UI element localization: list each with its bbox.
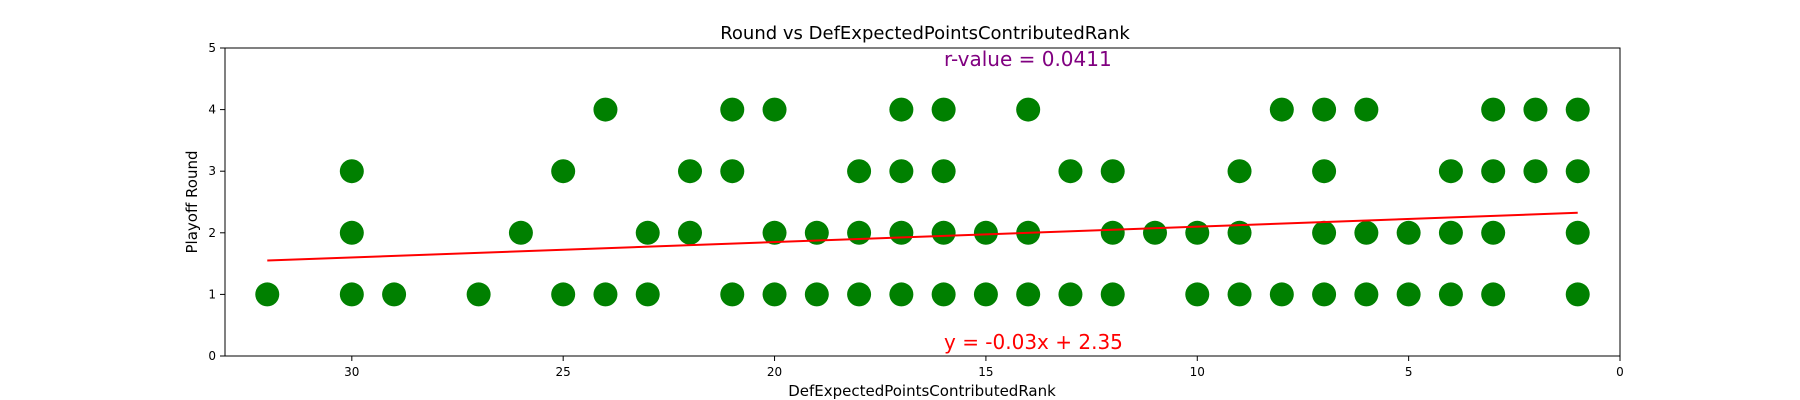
- data-point: [1481, 159, 1506, 184]
- data-point: [931, 97, 956, 122]
- data-point: [1143, 220, 1167, 245]
- data-point: [1565, 159, 1590, 184]
- data-point: [1565, 220, 1590, 245]
- data-point: [1016, 97, 1041, 122]
- x-tick-label: 10: [1190, 365, 1205, 379]
- data-point: [762, 282, 787, 307]
- x-tick-label: 30: [344, 365, 359, 379]
- data-point: [339, 159, 364, 184]
- chart-title: Round vs DefExpectedPointsContributedRan…: [720, 23, 1130, 44]
- x-axis-label: DefExpectedPointsContributedRank: [788, 382, 1056, 400]
- regression-line: [267, 211, 1578, 262]
- data-point: [931, 220, 956, 245]
- data-point: [720, 282, 745, 307]
- data-point: [551, 282, 576, 307]
- data-point: [1312, 282, 1337, 307]
- data-point: [1058, 282, 1083, 307]
- data-point: [762, 97, 787, 122]
- data-point: [1481, 97, 1506, 122]
- data-point: [1396, 220, 1421, 245]
- regression-layer: [267, 211, 1578, 262]
- data-point: [508, 220, 533, 245]
- y-tick-label: 3: [208, 164, 216, 178]
- data-point: [931, 282, 956, 307]
- data-point: [889, 282, 914, 307]
- data-point: [1523, 97, 1548, 122]
- data-point: [847, 282, 872, 307]
- data-point: [1269, 282, 1294, 307]
- y-tick-label: 4: [208, 103, 216, 117]
- plot-area: [225, 48, 1620, 356]
- data-point: [1100, 159, 1125, 184]
- data-point: [847, 159, 872, 184]
- data-point: [1269, 97, 1294, 122]
- data-point: [1100, 282, 1125, 307]
- data-point: [1058, 159, 1083, 184]
- data-point: [1354, 97, 1379, 122]
- data-point: [1481, 282, 1506, 307]
- data-point: [720, 159, 745, 184]
- data-point: [593, 97, 618, 122]
- data-point: [1354, 220, 1379, 245]
- points-layer: [255, 97, 1590, 307]
- data-point: [804, 220, 829, 245]
- x-tick-label: 20: [767, 365, 782, 379]
- data-point: [1227, 220, 1252, 245]
- y-axis-label: Playoff Round: [183, 150, 201, 253]
- x-axis: 30 25 20 15 10 5 0: [344, 356, 1624, 379]
- data-point: [1312, 220, 1337, 245]
- data-point: [889, 159, 914, 184]
- data-point: [339, 220, 364, 245]
- y-tick-label: 0: [208, 349, 216, 363]
- data-point: [551, 159, 576, 184]
- data-point: [889, 220, 914, 245]
- data-point: [973, 282, 998, 307]
- data-point: [466, 282, 491, 307]
- data-point: [1312, 97, 1337, 122]
- data-point: [593, 282, 618, 307]
- y-tick-label: 1: [208, 287, 216, 301]
- x-tick-label: 15: [978, 365, 993, 379]
- data-point: [339, 282, 364, 307]
- data-point: [678, 220, 702, 245]
- data-point: [1565, 282, 1590, 307]
- data-point: [1354, 282, 1379, 307]
- y-axis: 0 1 2 3 4 5: [208, 41, 225, 363]
- data-point: [1312, 159, 1337, 184]
- data-point: [1185, 282, 1210, 307]
- data-point: [1227, 282, 1252, 307]
- regression-equation-annotation: y = -0.03x + 2.35: [944, 330, 1123, 354]
- data-point: [1523, 159, 1548, 184]
- y-tick-label: 2: [208, 226, 216, 240]
- data-point: [1396, 282, 1421, 307]
- data-point: [1438, 282, 1463, 307]
- data-point: [804, 282, 829, 307]
- x-tick-label: 5: [1405, 365, 1413, 379]
- data-point: [1100, 220, 1125, 245]
- x-tick-label: 0: [1616, 365, 1624, 379]
- data-point: [973, 220, 998, 245]
- y-tick-label: 5: [208, 41, 216, 55]
- data-point: [382, 282, 407, 307]
- r-value-annotation: r-value = 0.0411: [944, 47, 1112, 71]
- data-point: [1438, 159, 1463, 184]
- data-point: [762, 220, 787, 245]
- data-point: [635, 282, 660, 307]
- data-point: [635, 220, 660, 245]
- data-point: [678, 159, 702, 184]
- data-point: [1438, 220, 1463, 245]
- data-point: [255, 282, 280, 307]
- data-point: [1016, 282, 1041, 307]
- data-point: [1481, 220, 1506, 245]
- plot-frame: [224, 47, 1621, 357]
- data-point: [720, 97, 745, 122]
- data-point: [1185, 220, 1210, 245]
- data-point: [931, 159, 956, 184]
- x-tick-label: 25: [556, 365, 571, 379]
- data-point: [847, 220, 872, 245]
- data-point: [1565, 97, 1590, 122]
- data-point: [889, 97, 914, 122]
- data-point: [1227, 159, 1252, 184]
